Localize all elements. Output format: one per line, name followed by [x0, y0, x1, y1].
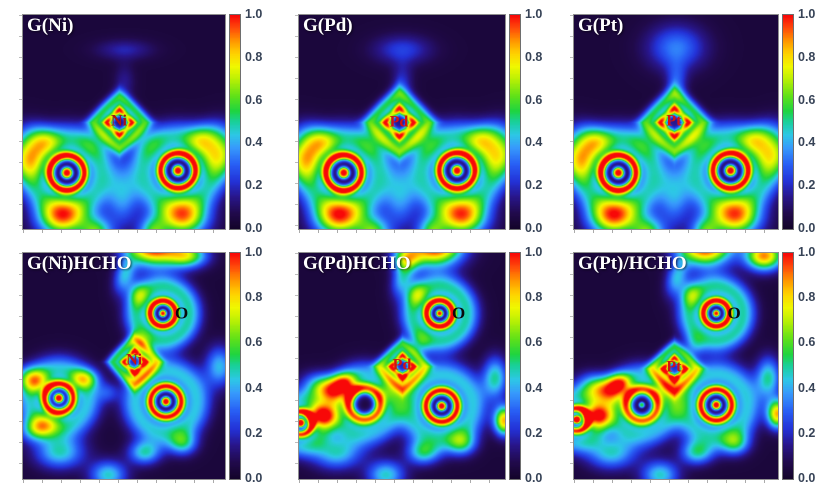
colorbar-tick-label: 0.8	[798, 49, 816, 64]
oxygen-atom-label: O	[452, 303, 466, 323]
colorbar-tick-label: 0.8	[245, 49, 263, 64]
axis-ticks-left	[295, 253, 298, 479]
colorbar-tick-label: 0.0	[798, 471, 816, 485]
heatmap-canvas	[298, 14, 506, 230]
colorbar-tick-label: 0.6	[245, 92, 263, 107]
colorbar-tick-label: 1.0	[245, 7, 263, 21]
colorbar-tick-label: 0.4	[798, 135, 816, 150]
oxygen-atom-label: O	[727, 303, 741, 323]
colorbar-tick-label: 0.8	[525, 290, 543, 305]
panel-title: G(Pd)HCHO	[303, 253, 411, 274]
panel-title: G(Pt)	[578, 15, 624, 36]
colorbar-tick-label: 1.0	[798, 245, 816, 259]
colorbar-tick-label: 0.2	[245, 178, 263, 193]
heatmap-canvas	[298, 252, 506, 480]
figure-panel: G(Pd) Pd 1.0 0.8 0.6 0.4 0.2 0.0	[295, 7, 563, 235]
colorbar-tick-label: 0.2	[525, 178, 543, 193]
metal-atom-label: Pt	[666, 358, 682, 376]
heatmap-canvas	[22, 252, 226, 480]
colorbar-tick-label: 0.2	[798, 425, 816, 440]
colorbar-tick-label: 0.4	[798, 380, 816, 395]
colorbar-tick-label: 0.6	[525, 92, 543, 107]
heatmap-canvas	[22, 14, 226, 230]
colorbar	[229, 252, 241, 480]
axis-ticks-left	[295, 15, 298, 229]
colorbar-tick-label: 0.6	[245, 335, 263, 350]
colorbar-tick-label: 0.4	[525, 380, 543, 395]
colorbar-tick-label: 0.0	[525, 221, 543, 235]
colorbar-tick-label: 0.8	[798, 290, 816, 305]
colorbar-tick-label: 0.6	[798, 92, 816, 107]
colorbar-tick-label: 0.6	[798, 335, 816, 350]
figure-panel: G(Pt) Pt 1.0 0.8 0.6 0.4 0.2 0.0	[570, 7, 834, 235]
colorbar-tick-label: 0.2	[525, 425, 543, 440]
axis-ticks-bottom	[299, 480, 505, 483]
panel-title: G(Ni)HCHO	[27, 253, 132, 274]
colorbar-tick-label: 0.2	[245, 425, 263, 440]
axis-ticks-bottom	[23, 480, 225, 483]
colorbar-tick-label: 0.2	[798, 178, 816, 193]
metal-atom-label: Pd	[392, 356, 412, 374]
colorbar-tick-label: 0.4	[245, 135, 263, 150]
heatmap-canvas	[573, 14, 779, 230]
colorbar	[782, 14, 794, 230]
axis-ticks-bottom	[23, 230, 225, 233]
axis-ticks-bottom	[574, 230, 778, 233]
colorbar	[509, 14, 521, 230]
colorbar	[509, 252, 521, 480]
axis-ticks-left	[19, 15, 22, 229]
colorbar-tick-label: 0.8	[525, 49, 543, 64]
colorbar-tick-label: 0.0	[525, 471, 543, 485]
axis-ticks-left	[19, 253, 22, 479]
heatmap-canvas	[573, 252, 779, 480]
figure-panel: G(Pt)/HCHO Pt O 1.0 0.8 0.6 0.4 0.2 0.0	[570, 245, 834, 485]
axis-ticks-left	[570, 253, 573, 479]
colorbar-tick-label: 0.6	[525, 335, 543, 350]
metal-atom-label: Ni	[126, 351, 143, 369]
panel-title: G(Pt)/HCHO	[578, 253, 687, 274]
colorbar-tick-label: 0.4	[525, 135, 543, 150]
axis-ticks-bottom	[299, 230, 505, 233]
figure-panel: G(Pd)HCHO Pd O 1.0 0.8 0.6 0.4 0.2 0.0	[295, 245, 563, 485]
axis-ticks-bottom	[574, 480, 778, 483]
axis-ticks-left	[570, 15, 573, 229]
colorbar-tick-label: 1.0	[525, 245, 543, 259]
colorbar-tick-label: 1.0	[245, 245, 263, 259]
oxygen-atom-label: O	[174, 303, 189, 323]
metal-atom-label: Pd	[389, 113, 409, 131]
colorbar	[782, 252, 794, 480]
panel-title: G(Ni)	[27, 15, 74, 36]
figure-panel: G(Ni) Ni 1.0 0.8 0.6 0.4 0.2 0.0	[19, 7, 283, 235]
colorbar-tick-label: 0.0	[245, 221, 263, 235]
colorbar-tick-label: 1.0	[798, 7, 816, 21]
colorbar	[229, 14, 241, 230]
metal-atom-label: Ni	[110, 112, 127, 130]
colorbar-tick-label: 0.4	[245, 380, 263, 395]
colorbar-tick-label: 0.0	[245, 471, 263, 485]
metal-atom-label: Pt	[666, 112, 682, 130]
colorbar-tick-label: 0.8	[245, 290, 263, 305]
panel-title: G(Pd)	[303, 15, 353, 36]
figure-panel: G(Ni)HCHO Ni O 1.0 0.8 0.6 0.4 0.2 0.0	[19, 245, 283, 485]
colorbar-tick-label: 0.0	[798, 221, 816, 235]
colorbar-tick-label: 1.0	[525, 7, 543, 21]
